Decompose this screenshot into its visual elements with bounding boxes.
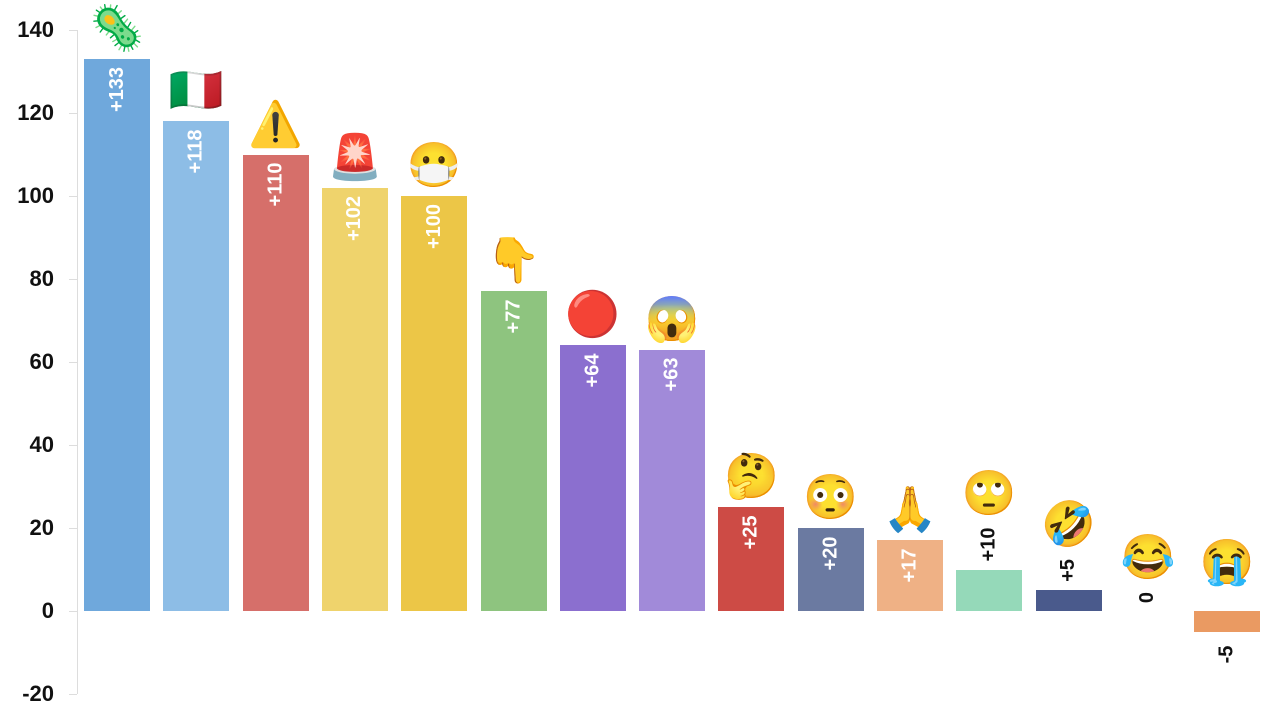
face-with-mask-icon: 😷	[406, 141, 462, 190]
bar-value-label: +63	[660, 357, 683, 392]
face-screaming-icon: 😱	[644, 294, 700, 344]
y-tick-mark	[69, 196, 77, 197]
bar-face-rolling-eyes	[956, 569, 1023, 611]
bar-rolling-on-floor-laughing	[1035, 590, 1102, 611]
y-tick-label: 140	[17, 17, 54, 42]
bar-red-circle	[559, 345, 626, 611]
y-tick-label: 0	[41, 598, 54, 623]
y-tick-label: 60	[29, 349, 54, 374]
thinking-face-icon: 🤔	[723, 452, 779, 502]
police-light-icon: 🚨	[327, 132, 383, 182]
bar-value-label: +118	[184, 129, 207, 174]
bar-value-label: +10	[977, 527, 1000, 562]
bar-value-label: +17	[898, 548, 921, 583]
y-tick-mark	[69, 611, 77, 612]
bar-microbe	[84, 59, 150, 611]
bar-value-label: +5	[1057, 559, 1079, 583]
y-tick-label: 120	[17, 100, 54, 125]
y-tick-label: 80	[29, 266, 54, 291]
bar-flushed-face	[797, 528, 864, 611]
bar-loudly-crying-face	[1194, 611, 1261, 632]
bar-thinking-face	[718, 507, 785, 611]
y-tick-label: 20	[29, 515, 54, 540]
bar-value-label: +100	[422, 203, 445, 250]
bar-value-label: +77	[501, 299, 524, 334]
red-circle-icon: 🔴	[565, 290, 621, 340]
y-tick-label: 40	[29, 432, 54, 457]
y-tick-mark	[69, 30, 77, 31]
face-with-tears-of-joy-icon: 😂	[1120, 533, 1176, 582]
bar-value-label: -5	[1215, 645, 1238, 664]
y-tick-mark	[69, 279, 77, 280]
bar-value-label: +25	[739, 515, 762, 550]
y-tick-mark	[69, 445, 77, 446]
bar-police-light	[321, 187, 388, 611]
bar-face-with-mask	[401, 196, 468, 611]
rolling-on-floor-laughing-icon: 🤣	[1041, 500, 1096, 550]
bar-pointing-down	[480, 291, 547, 611]
face-rolling-eyes-icon: 🙄	[961, 468, 1017, 518]
y-axis-line	[77, 30, 78, 694]
bar-italy-flag	[163, 121, 230, 611]
bar-value-label: +64	[581, 353, 604, 388]
bar-value-label: +102	[343, 195, 366, 241]
y-tick-mark	[69, 113, 77, 114]
y-tick-mark	[69, 362, 77, 363]
warning-icon: ⚠️	[248, 99, 303, 149]
folded-hands-icon: 🙏	[882, 485, 938, 535]
y-tick-mark	[69, 694, 77, 695]
italy-flag-icon: 🇮🇹	[168, 66, 224, 116]
bar-value-label: 0	[1136, 591, 1159, 604]
loudly-crying-face-icon: 😭	[1199, 538, 1255, 587]
microbe-icon: 🦠	[89, 4, 145, 54]
bar-value-label: +20	[819, 536, 842, 570]
bar-warning	[242, 154, 309, 611]
y-tick-mark	[69, 528, 77, 529]
bar-value-label: +110	[264, 162, 287, 207]
flushed-face-icon: 😳	[803, 473, 859, 522]
bar-folded-hands	[877, 540, 943, 611]
bar-value-label: +133	[105, 67, 128, 113]
y-tick-label: -20	[22, 681, 54, 706]
y-tick-label: 100	[17, 183, 54, 208]
pointing-down-icon: 👇	[486, 236, 541, 286]
bar-face-screaming	[639, 349, 706, 611]
